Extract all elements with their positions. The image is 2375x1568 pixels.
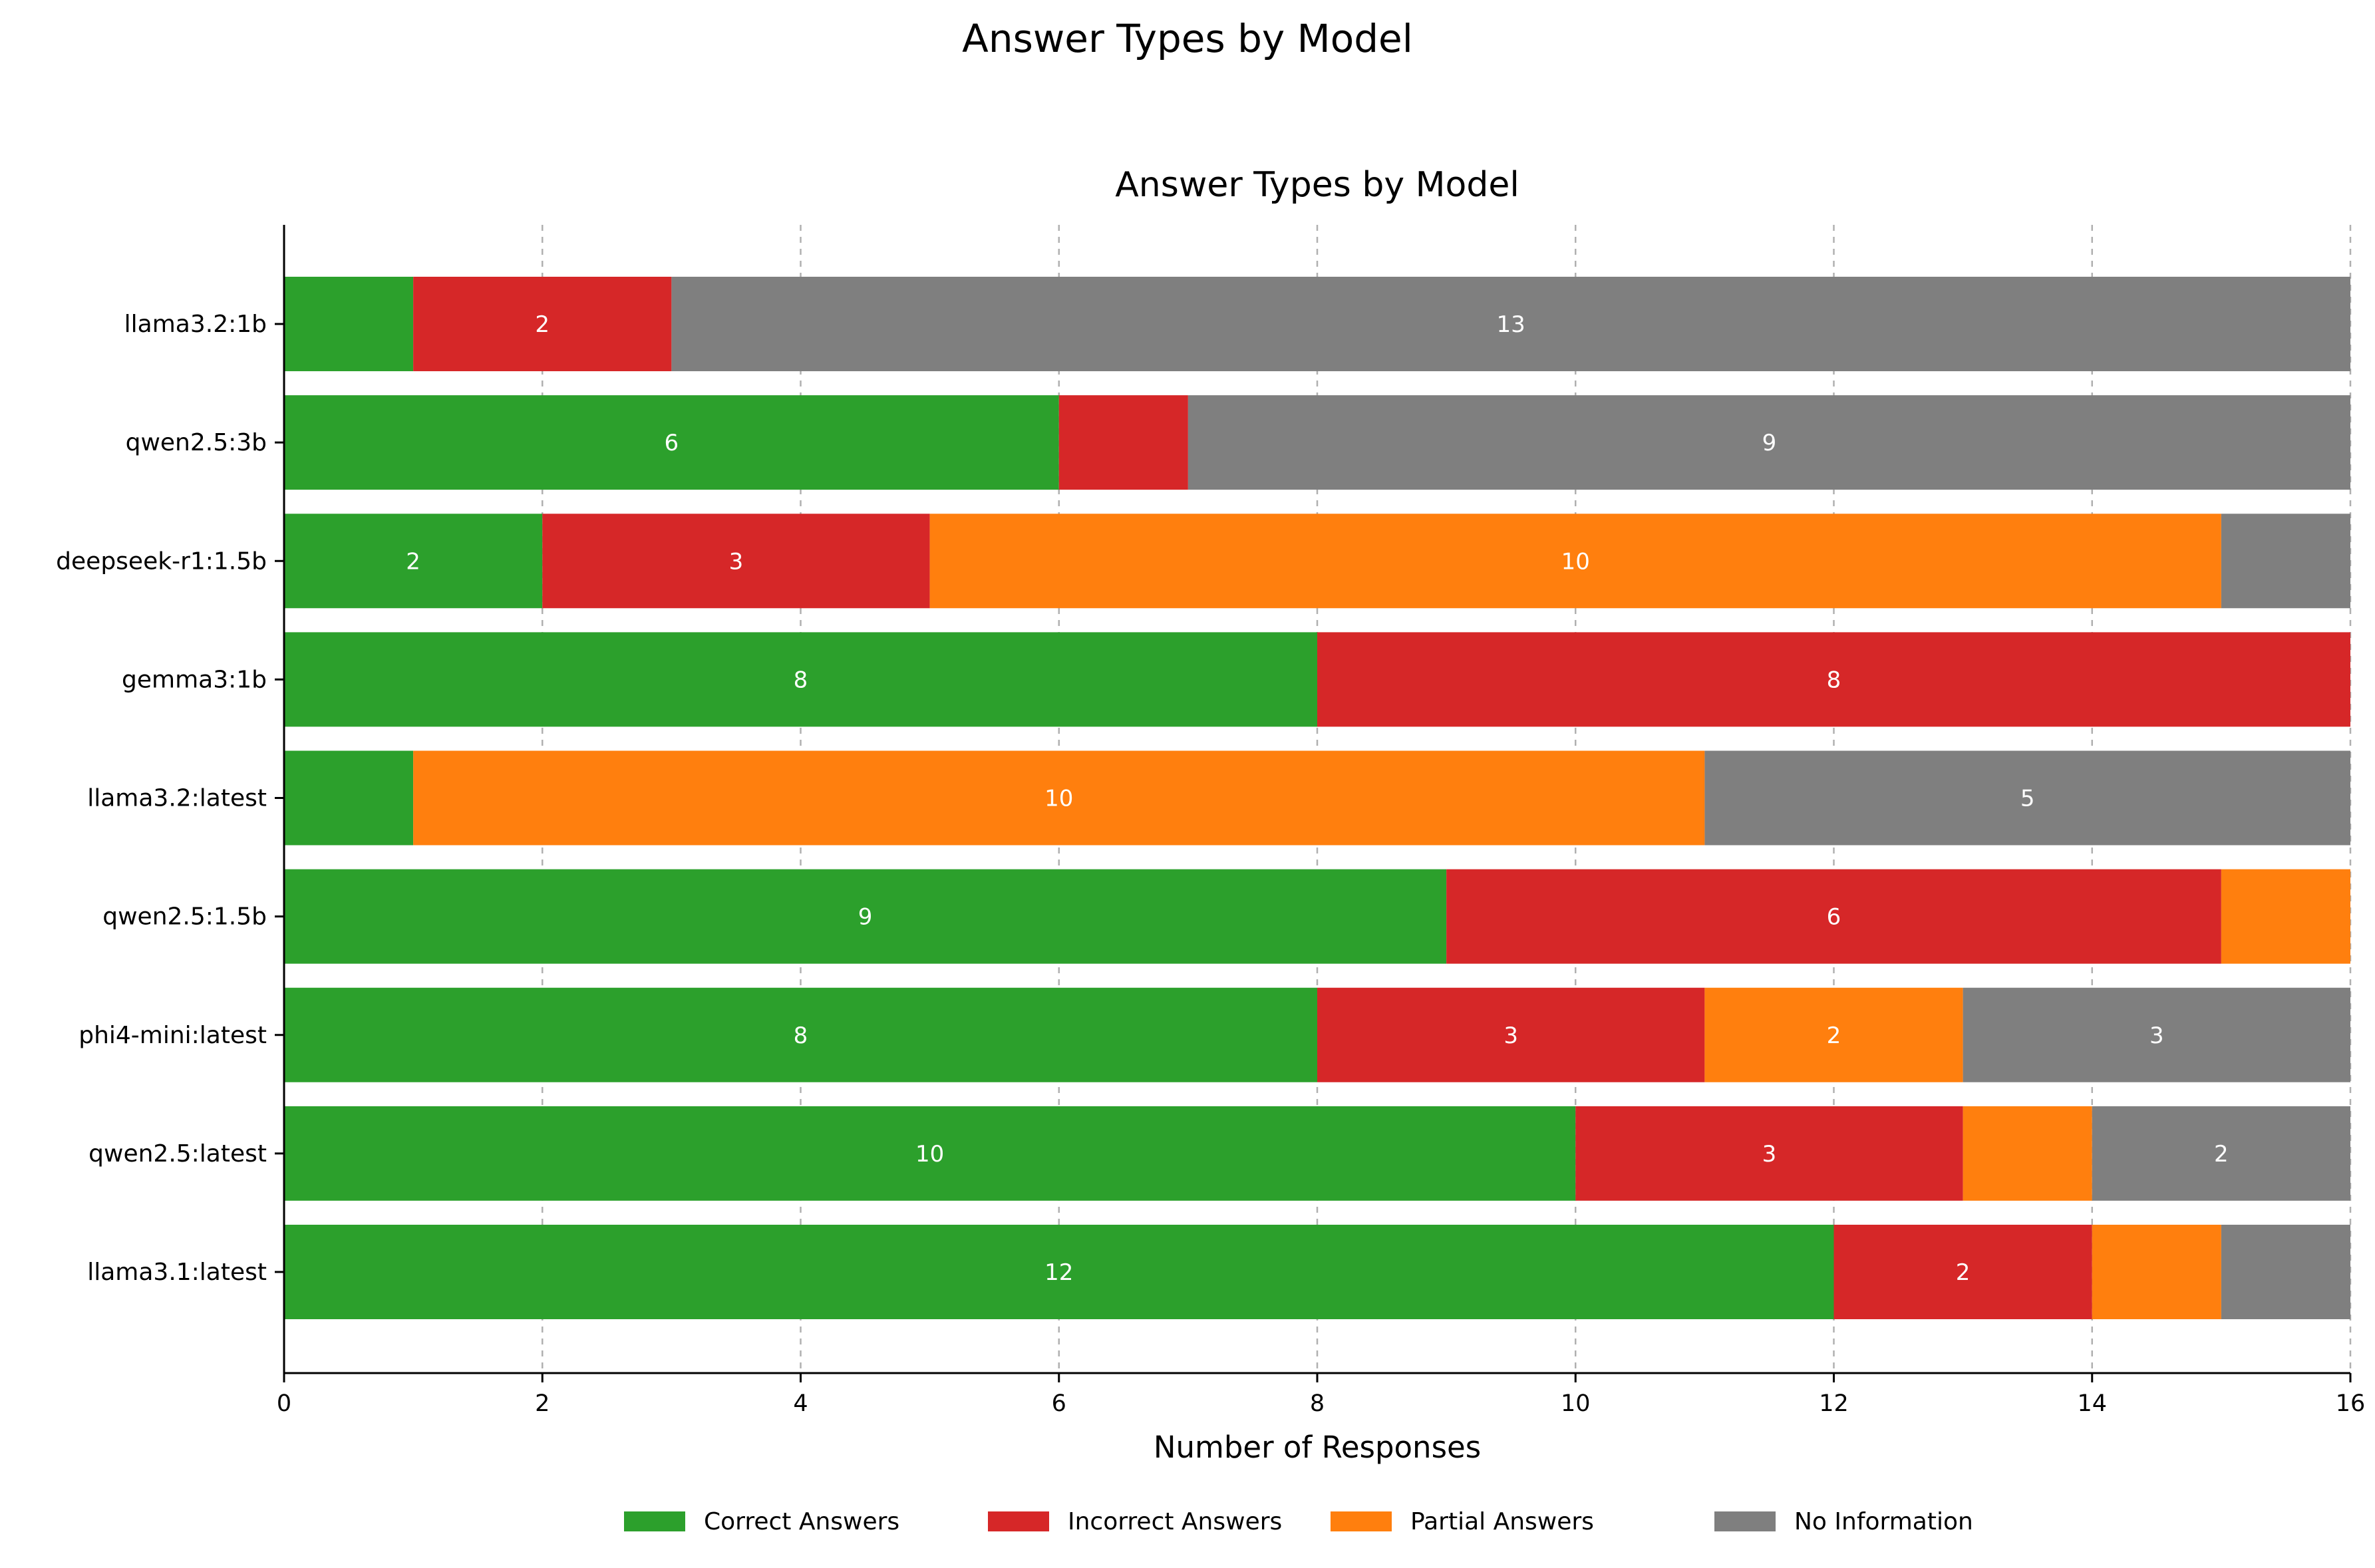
legend-swatch-partial-answers (1331, 1511, 1392, 1531)
axes: 0 2 4 6 8 10 12 14 16 llama3.1:latest qwen2.5:late… (56, 225, 2365, 1417)
x-tick-label: 4 (793, 1390, 808, 1417)
data-label: 3 (729, 548, 744, 575)
bar-qwen2-5-latest-correct-answers (284, 1106, 1576, 1201)
bar-deepseek-r1-1-5b-partial-answers (929, 514, 2221, 609)
data-label: 9 (858, 904, 873, 931)
data-label: 2 (535, 311, 550, 338)
data-label: 2 (406, 548, 420, 575)
bar-llama3-1-latest-correct-answers (284, 1225, 1834, 1319)
x-tick-label: 16 (2336, 1390, 2366, 1417)
y-tick-label-qwen2-5-latest: qwen2.5:latest (88, 1140, 267, 1168)
bar-deepseek-r1-1-5b-incorrect-answers (542, 514, 930, 609)
bar-phi4-mini-latest-correct-answers (284, 987, 1317, 1082)
bar-llama3-1-latest-incorrect-answers (1833, 1225, 2092, 1319)
legend-label-no-information: No Information (1794, 1508, 1973, 1535)
bar-llama3-2-latest-correct-answers (284, 750, 414, 846)
data-label: 10 (1044, 786, 1073, 812)
x-tick-label: 14 (2077, 1390, 2107, 1417)
data-label: 2 (2214, 1141, 2229, 1168)
bar-gemma3-1b-correct-answers (284, 632, 1317, 727)
legend: Correct Answers Incorrect Answers Partial … (624, 1508, 1973, 1535)
bar-gemma3-1b-incorrect-answers (1317, 632, 2350, 727)
bar-qwen2-5-1-5b-incorrect-answers (1446, 869, 2221, 964)
y-tick-label-llama3-1-latest: llama3.1:latest (87, 1259, 267, 1286)
data-label: 12 (1044, 1259, 1073, 1286)
x-tick-label: 12 (1819, 1390, 1849, 1417)
bar-qwen2-5-1-5b-correct-answers (284, 869, 1447, 964)
figure-suptitle: Answer Types by Model (962, 16, 1413, 61)
x-tick-label: 8 (1310, 1390, 1325, 1417)
data-label: 2 (1827, 1022, 1841, 1049)
bar-llama3-2-1b-incorrect-answers (413, 277, 672, 371)
bar-qwen2-5-latest-no-information (2092, 1106, 2350, 1201)
y-tick-label-gemma3-1b: gemma3:1b (122, 666, 267, 693)
data-label: 2 (1956, 1259, 1971, 1286)
bar-llama3-1-latest-partial-answers (2092, 1225, 2221, 1319)
data-label: 8 (794, 1022, 808, 1049)
data-label: 13 (1497, 311, 1525, 338)
bar-deepseek-r1-1-5b-correct-answers (284, 514, 543, 609)
x-tick-label: 10 (1561, 1390, 1591, 1417)
legend-swatch-no-information (1714, 1511, 1776, 1531)
data-label: 6 (1827, 904, 1841, 931)
bars: 12 2 10 3 2 8 3 2 3 9 6 10 5 8 8 2 3 10 6 9 2 13 (284, 277, 2350, 1319)
bar-qwen2-5-latest-partial-answers (1963, 1106, 2092, 1201)
y-tick-label-phi4-mini-latest: phi4-mini:latest (79, 1022, 267, 1049)
legend-swatch-incorrect-answers (988, 1511, 1049, 1531)
data-label: 6 (665, 430, 679, 456)
x-tick-label: 0 (277, 1390, 291, 1417)
bar-qwen2-5-3b-no-information (1188, 395, 2350, 490)
legend-label-correct-answers: Correct Answers (704, 1508, 899, 1535)
data-label: 10 (915, 1141, 944, 1168)
data-label: 10 (1561, 548, 1590, 575)
bar-llama3-1-latest-no-information (2221, 1225, 2350, 1319)
bar-deepseek-r1-1-5b-no-information (2221, 514, 2350, 609)
data-label: 3 (2149, 1022, 2164, 1049)
y-tick-label-llama3-2-1b: llama3.2:1b (124, 311, 267, 338)
x-axis-label: Number of Responses (1154, 1430, 1481, 1465)
data-label: 5 (2020, 786, 2035, 812)
data-label: 9 (1762, 430, 1777, 456)
bar-phi4-mini-latest-incorrect-answers (1317, 987, 1705, 1082)
data-label: 8 (1827, 667, 1841, 693)
legend-label-partial-answers: Partial Answers (1410, 1508, 1594, 1535)
bar-qwen2-5-latest-incorrect-answers (1575, 1106, 1963, 1201)
y-tick-label-qwen2-5-3b: qwen2.5:3b (126, 429, 267, 456)
y-tick-label-qwen2-5-1-5b: qwen2.5:1.5b (102, 903, 267, 931)
x-tick-label: 6 (1052, 1390, 1066, 1417)
legend-swatch-correct-answers (624, 1511, 685, 1531)
bar-llama3-2-latest-partial-answers (413, 750, 1705, 846)
bar-qwen2-5-3b-incorrect-answers (1058, 395, 1188, 490)
y-tick-label-deepseek-r1-1-5b: deepseek-r1:1.5b (56, 548, 267, 575)
bar-qwen2-5-1-5b-partial-answers (2221, 869, 2350, 964)
data-label: 8 (794, 667, 808, 693)
bar-phi4-mini-latest-partial-answers (1704, 987, 1963, 1082)
bar-llama3-2-1b-no-information (671, 277, 2350, 371)
bar-qwen2-5-3b-correct-answers (284, 395, 1059, 490)
bar-phi4-mini-latest-no-information (1963, 987, 2350, 1082)
bar-llama3-2-1b-correct-answers (284, 277, 414, 371)
y-tick-label-llama3-2-latest: llama3.2:latest (87, 785, 267, 812)
bar-llama3-2-latest-no-information (1704, 750, 2350, 846)
chart-title: Answer Types by Model (1115, 165, 1519, 205)
legend-label-incorrect-answers: Incorrect Answers (1068, 1508, 1282, 1535)
x-tick-label: 2 (535, 1390, 550, 1417)
data-label: 3 (1762, 1141, 1777, 1168)
data-label: 3 (1504, 1022, 1518, 1049)
